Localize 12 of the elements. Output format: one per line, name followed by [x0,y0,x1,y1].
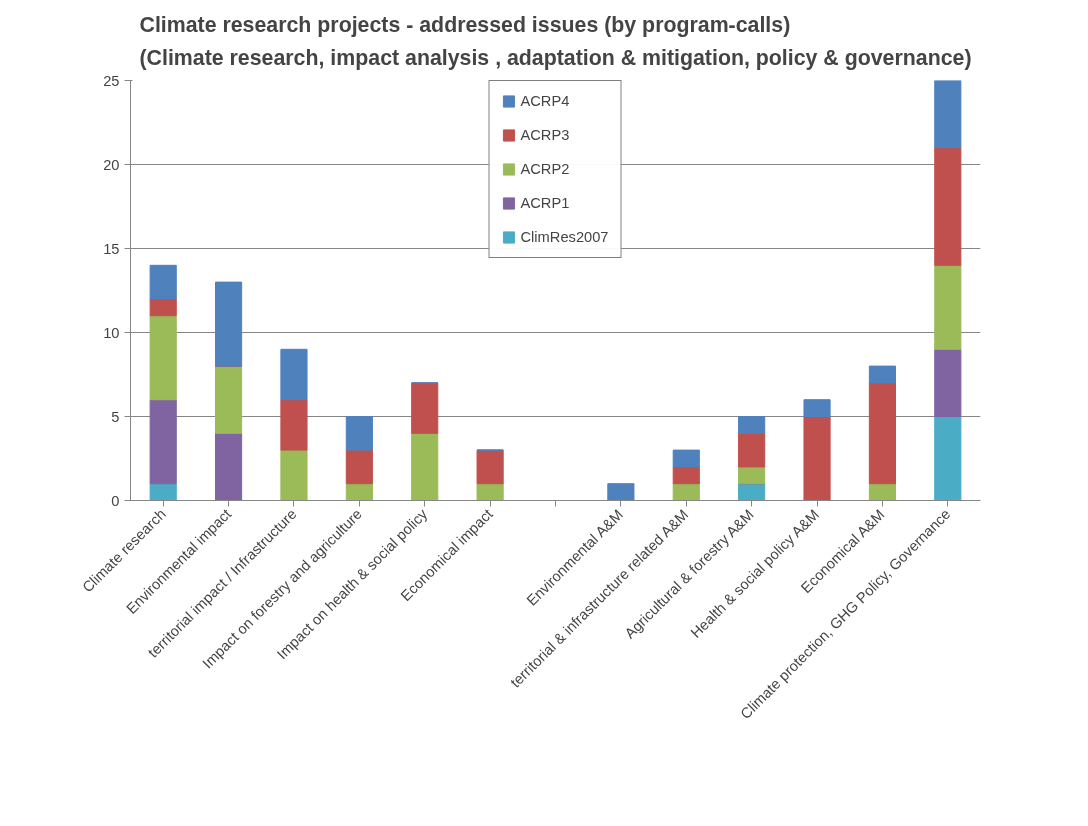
y-tick-label: 15 [103,240,120,257]
y-tick-label: 0 [111,492,120,509]
y-tick-label: 20 [103,156,120,173]
legend-label: ACRP3 [520,127,570,143]
legend-label: ACRP2 [520,161,570,177]
y-tick-label: 10 [103,324,120,341]
legend-label: ClimRes2007 [520,229,609,245]
y-tick-label: 5 [111,408,120,425]
chart-title: Climate research projects - addressed issues (by program-calls) (Climate research, impact analysis , adaptation & mitigation, policy & governance) [139,12,972,71]
legend-label: ACRP1 [520,195,570,211]
y-tick-label: 25 [103,72,120,89]
legend-label: ACRP4 [520,93,570,109]
